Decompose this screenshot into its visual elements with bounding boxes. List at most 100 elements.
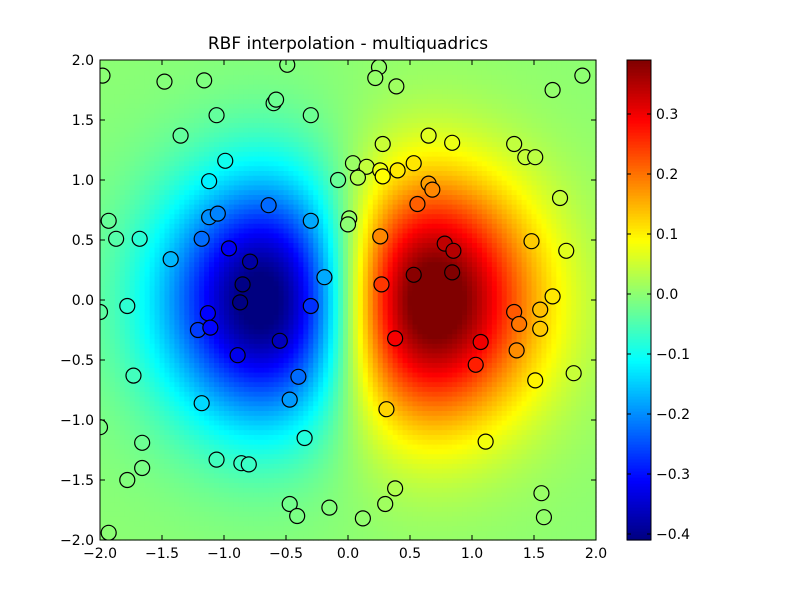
heatmap-cell — [179, 175, 185, 181]
heatmap-cell — [338, 530, 344, 536]
heatmap-cell — [109, 228, 116, 234]
heatmap-cell — [109, 487, 116, 493]
heatmap-cell — [104, 122, 111, 128]
heatmap-cell — [278, 434, 285, 440]
heatmap-cell — [243, 93, 250, 99]
heatmap-cell — [263, 122, 270, 128]
heatmap-cell — [144, 448, 151, 455]
heatmap-cell — [233, 151, 240, 157]
heatmap-cell — [233, 79, 240, 85]
heatmap-cell — [214, 319, 220, 325]
heatmap-cell — [129, 391, 136, 397]
heatmap-cell — [134, 400, 141, 407]
heatmap-cell — [134, 328, 141, 335]
heatmap-cell — [298, 290, 304, 296]
heatmap-cell — [159, 285, 166, 291]
heatmap-cell — [144, 492, 151, 498]
heatmap-cell — [149, 266, 156, 272]
heatmap-cell — [298, 237, 304, 243]
heatmap-cell — [318, 93, 324, 99]
heatmap-cell — [169, 338, 175, 344]
heatmap-cell — [139, 400, 146, 407]
heatmap-cell — [134, 151, 141, 157]
heatmap-cell — [194, 199, 200, 205]
heatmap-cell — [268, 328, 275, 335]
heatmap-cell — [328, 300, 334, 306]
heatmap-cell — [343, 79, 349, 85]
heatmap-cell — [243, 127, 250, 133]
heatmap-cell — [313, 103, 319, 109]
heatmap-cell — [243, 511, 250, 517]
heatmap-cell — [293, 463, 299, 469]
heatmap-cell — [248, 472, 255, 479]
heatmap-cell — [109, 108, 116, 114]
heatmap-cell — [253, 252, 260, 258]
heatmap-cell — [159, 208, 166, 215]
heatmap-cell — [268, 444, 275, 450]
heatmap-cell — [154, 386, 161, 392]
heatmap-cell — [209, 276, 215, 282]
heatmap-cell — [248, 367, 255, 373]
heatmap-cell — [338, 410, 344, 416]
heatmap-cell — [323, 295, 329, 301]
heatmap-cell — [209, 477, 215, 483]
heatmap-cell — [179, 304, 185, 311]
heatmap-cell — [243, 482, 250, 488]
heatmap-cell — [169, 285, 175, 291]
heatmap-cell — [204, 117, 210, 123]
heatmap-cell — [303, 511, 309, 517]
heatmap-cell — [124, 444, 131, 450]
heatmap-cell — [268, 74, 275, 80]
heatmap-cell — [134, 218, 141, 224]
heatmap-cell — [209, 127, 215, 133]
heatmap-cell — [184, 199, 190, 205]
heatmap-cell — [129, 487, 136, 493]
heatmap-cell — [209, 223, 215, 229]
heatmap-cell — [293, 208, 299, 215]
heatmap-cell — [263, 492, 270, 498]
heatmap-cell — [109, 184, 116, 191]
heatmap-cell — [129, 151, 136, 157]
heatmap-cell — [129, 98, 136, 104]
heatmap-cell — [219, 237, 225, 243]
heatmap-cell — [214, 170, 220, 176]
heatmap-cell — [318, 530, 324, 536]
heatmap-cell — [179, 156, 185, 162]
heatmap-cell — [278, 146, 285, 152]
heatmap-cell — [338, 381, 344, 387]
heatmap-cell — [149, 108, 156, 114]
heatmap-cell — [224, 69, 230, 75]
heatmap-cell — [333, 228, 339, 234]
heatmap-cell — [164, 160, 171, 167]
heatmap-cell — [164, 194, 171, 200]
heatmap-cell — [164, 324, 171, 330]
heatmap-cell — [164, 247, 171, 253]
heatmap-cell — [253, 98, 260, 104]
heatmap-cell — [164, 304, 171, 311]
heatmap-cell — [273, 357, 280, 363]
heatmap-cell — [293, 98, 299, 104]
heatmap-cell — [263, 381, 270, 387]
heatmap-cell — [268, 352, 275, 359]
heatmap-cell — [144, 64, 151, 71]
heatmap-cell — [209, 136, 215, 143]
heatmap-cell — [174, 405, 180, 411]
heatmap-cell — [204, 204, 210, 210]
heatmap-cell — [283, 127, 290, 133]
heatmap-cell — [268, 60, 275, 66]
heatmap-cell — [214, 93, 220, 99]
heatmap-cell — [194, 261, 200, 267]
heatmap-cell — [323, 487, 329, 493]
heatmap-cell — [134, 520, 141, 527]
heatmap-cell — [313, 194, 319, 200]
heatmap-cell — [338, 439, 344, 445]
heatmap-cell — [149, 103, 156, 109]
heatmap-cell — [308, 525, 314, 531]
heatmap-cell — [328, 256, 334, 263]
heatmap-cell — [243, 175, 250, 181]
heatmap-cell — [283, 415, 290, 421]
heatmap-cell — [109, 381, 116, 387]
heatmap-cell — [124, 280, 131, 287]
heatmap-cell — [228, 84, 235, 90]
heatmap-cell — [318, 319, 324, 325]
